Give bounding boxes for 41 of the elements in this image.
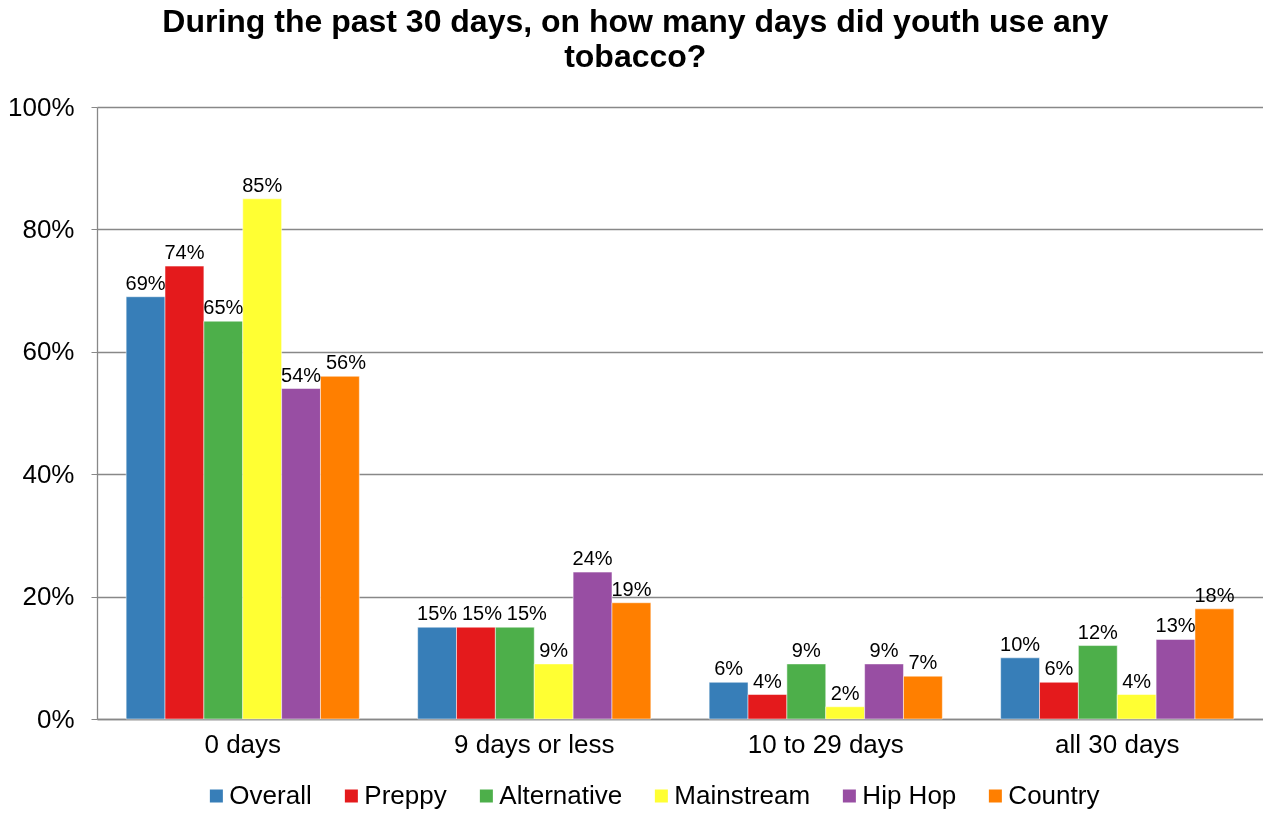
x-tick-label: 10 to 29 days bbox=[747, 728, 904, 759]
y-tick-label: 80% bbox=[22, 213, 75, 244]
x-tick-label: 0 days bbox=[204, 728, 282, 759]
data-label: 56% bbox=[325, 351, 367, 374]
x-tick-label: 9 days or less bbox=[454, 728, 615, 759]
data-label: 2% bbox=[830, 681, 860, 704]
legend-label: Mainstream bbox=[674, 780, 811, 810]
data-label: 65% bbox=[203, 296, 244, 319]
data-label: 85% bbox=[242, 173, 283, 196]
data-label: 18% bbox=[1194, 583, 1235, 606]
y-tick-label: 20% bbox=[22, 581, 75, 612]
data-label: 7% bbox=[908, 651, 938, 674]
data-label: 54% bbox=[281, 363, 322, 386]
data-label: 15% bbox=[461, 602, 503, 625]
y-tick-label: 60% bbox=[22, 336, 75, 367]
legend-label: Overall bbox=[229, 780, 312, 810]
data-label: 6% bbox=[1044, 657, 1074, 680]
data-label: 6% bbox=[714, 657, 744, 680]
data-label: 9% bbox=[791, 638, 821, 661]
legend-label: Preppy bbox=[364, 780, 447, 810]
data-label: 13% bbox=[1155, 614, 1196, 637]
data-label: 24% bbox=[572, 547, 613, 570]
data-label: 4% bbox=[753, 669, 783, 692]
data-label: 74% bbox=[164, 241, 205, 264]
data-label: 9% bbox=[539, 638, 569, 661]
legend-label: Alternative bbox=[499, 780, 623, 810]
data-label: 9% bbox=[869, 638, 899, 661]
data-label: 69% bbox=[125, 271, 166, 294]
y-tick-label: 40% bbox=[22, 458, 75, 489]
data-label: 10% bbox=[1000, 632, 1041, 655]
legend-label: Hip Hop bbox=[862, 780, 957, 810]
data-label: 19% bbox=[611, 577, 652, 600]
data-label: 15% bbox=[506, 602, 548, 625]
data-label: 4% bbox=[1122, 669, 1152, 692]
y-tick-label: 100% bbox=[8, 91, 75, 122]
legend-label: Country bbox=[1008, 780, 1100, 810]
data-label: 12% bbox=[1077, 620, 1119, 643]
chart-title: During the past 30 days, on how many days did youth use any tobacco? bbox=[162, 3, 1109, 74]
data-label: 15% bbox=[417, 602, 458, 625]
y-tick-label: 0% bbox=[36, 703, 75, 734]
x-tick-label: all 30 days bbox=[1055, 728, 1180, 759]
